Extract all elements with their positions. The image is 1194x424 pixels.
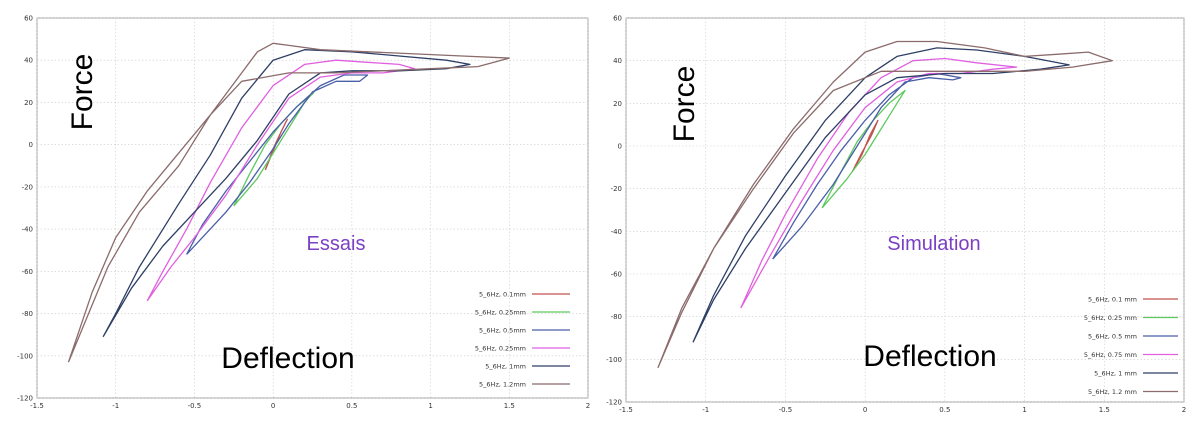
y-tick-label: -40 (611, 228, 622, 236)
y-tick-label: 60 (613, 15, 622, 23)
x-tick-label: -0.5 (779, 406, 793, 414)
y-tick-label: -120 (606, 399, 622, 407)
chart-simulation: -1.5 -1 -0.5 0 0.5 1 1.5 2 60 40 20 0 -20 -40 -60 -80 -1… (606, 15, 1186, 415)
y-tick-label: 40 (24, 57, 33, 65)
y-tick-label: -20 (22, 183, 33, 191)
legend-label: 5_6Hz, 0.25 mm (1084, 314, 1137, 322)
x-tick-label: 0.5 (939, 406, 950, 414)
y-tick-label: -80 (611, 313, 622, 321)
legend-label: 5_6Hz, 0.25mm (475, 309, 526, 317)
legend-label: 5_6Hz, 1mm (485, 363, 526, 371)
y-tick-label: -60 (611, 271, 622, 279)
y-axis-label: Force (668, 66, 701, 143)
x-tick-label: 2 (1182, 406, 1186, 414)
chart-annotation: Simulation (887, 233, 980, 255)
series-line (186, 74, 369, 255)
legend-label: 5_6Hz, 1 mm (1094, 370, 1137, 378)
legend-label: 5_6Hz, 1.2mm (479, 381, 526, 389)
x-tick-label: -1 (702, 406, 709, 414)
x-axis-label: Deflection (221, 342, 354, 375)
y-tick-label: -80 (22, 310, 33, 318)
x-tick-label: -1.5 (619, 406, 633, 414)
y-tick-label: -60 (22, 268, 33, 276)
legend-label: 5_6Hz, 0.25mm (475, 345, 526, 353)
series-line (821, 89, 906, 209)
x-tick-label: 0.5 (346, 402, 357, 410)
series-line (146, 59, 416, 302)
y-axis-label: Force (66, 54, 99, 131)
y-tick-label: 20 (24, 99, 33, 107)
y-tick-label: 60 (24, 15, 33, 23)
series-line (692, 47, 1070, 343)
x-axis-label: Deflection (863, 340, 996, 373)
chart-panel-simulation: -1.5 -1 -0.5 0 0.5 1 1.5 2 60 40 20 0 -20 -40 -60 -80 -1… (598, 0, 1194, 424)
legend-label: 5_6Hz, 0.5mm (479, 327, 526, 335)
chart-annotation: Essais (307, 233, 366, 255)
y-tick-label: 0 (29, 141, 33, 149)
series-line (851, 119, 879, 172)
series-line (740, 57, 1018, 309)
x-tick-label: 0 (271, 402, 275, 410)
x-tick-label: 1.5 (504, 402, 515, 410)
x-tick-label: 1 (428, 402, 432, 410)
x-tick-label: 2 (586, 402, 590, 410)
chart-essais: -1.5 -1 -0.5 0 0.5 1 1.5 2 60 40 20 0 -20 -40 -60 -80 -1… (17, 15, 590, 411)
y-tick-label: 0 (618, 143, 622, 151)
legend-label: 5_6Hz, 0.1 mm (1088, 296, 1137, 304)
y-tick-label: -120 (17, 395, 33, 403)
legend-label: 5_6Hz, 0.1mm (479, 291, 526, 299)
chart-panel-essais: -1.5 -1 -0.5 0 0.5 1 1.5 2 60 40 20 0 -20 -40 -60 -80 -1… (0, 0, 594, 424)
x-tick-label: 1.5 (1099, 406, 1110, 414)
series-line (657, 40, 1113, 369)
x-tick-label: 1 (1022, 406, 1026, 414)
x-tick-label: -0.5 (188, 402, 202, 410)
x-tick-label: -1 (112, 402, 119, 410)
x-tick-label: -1.5 (30, 402, 44, 410)
legend-label: 5_6Hz, 1.2 mm (1088, 388, 1137, 396)
y-tick-label: 20 (613, 100, 622, 108)
y-tick-label: -40 (22, 226, 33, 234)
x-tick-label: 0 (863, 406, 867, 414)
y-tick-label: -20 (611, 185, 622, 193)
series-line (67, 42, 510, 363)
legend-label: 5_6Hz, 0.5 mm (1088, 333, 1137, 341)
series-line (102, 49, 471, 338)
y-tick-label: -100 (606, 356, 622, 364)
y-tick-label: -100 (17, 352, 33, 360)
legend-label: 5_6Hz, 0.75 mm (1084, 351, 1137, 359)
series-line (772, 72, 962, 260)
y-tick-label: 40 (613, 57, 622, 65)
plot-area (36, 17, 589, 399)
